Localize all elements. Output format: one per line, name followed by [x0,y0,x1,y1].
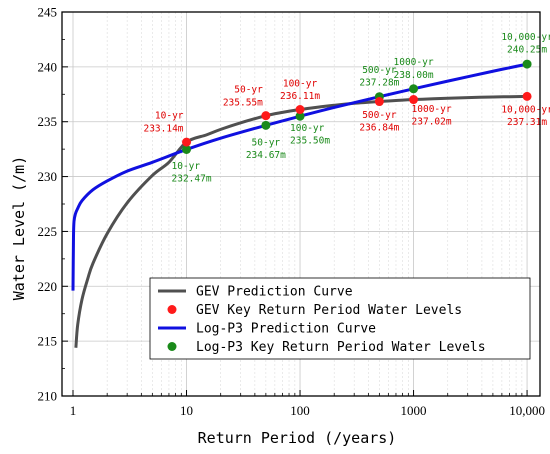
logp3-annotation-value: 235.50m [290,136,330,147]
gev-annotation-value: 235.55m [223,97,263,108]
point-annotations: 10-yr233.14m50-yr235.55m100-yr236.11m500… [143,32,550,185]
gev-annotation-value: 237.31m [507,117,547,128]
legend-swatch-logp3-points [167,342,177,351]
gev-point [182,137,192,147]
legend-label-gev-points: GEV Key Return Period Water Levels [196,303,462,318]
gev-point [374,97,384,107]
gev-annotation-period: 50-yr [234,85,263,96]
logp3-point [522,59,532,69]
key-return-points [182,59,532,154]
gev-annotation-period: 10-yr [155,110,184,121]
logp3-annotation-value: 232.47m [172,174,212,185]
legend: GEV Prediction Curve GEV Key Return Peri… [149,277,531,360]
gev-annotation-period: 100-yr [283,79,318,90]
logp3-annotation-period: 1000-yr [394,57,434,68]
legend-swatch-gev-points [167,305,177,314]
x-tick-label: 100 [290,403,310,418]
gev-point [295,105,305,115]
y-tick-label: 245 [38,5,58,20]
legend-label-gev-curve: GEV Prediction Curve [196,285,353,300]
y-tick-label: 240 [38,59,58,74]
plot-frame [61,11,541,397]
gev-annotation-period: 500-yr [362,110,397,121]
gev-annotation-value: 233.14m [143,124,183,135]
y-tick-label: 210 [38,389,58,404]
y-tick-label: 230 [38,169,58,184]
legend-box [149,277,531,360]
logp3-annotation-value: 237.28m [359,78,399,89]
gev-annotation-value: 236.84m [359,122,399,133]
x-tick-label: 10 [180,403,193,418]
x-tick-label: 1 [70,403,77,418]
x-axis-title: Return Period (/years) [198,429,397,447]
logp3-point [409,84,419,94]
logp3-annotation-period: 500-yr [362,65,397,76]
logp3-annotation-value: 240.25m [507,45,547,56]
y-tick-label: 215 [38,334,58,349]
logp3-point [295,111,305,121]
x-tick-label: 1000 [401,403,427,418]
x-tick-label: 10,000 [509,403,545,418]
x-tick-labels: 1 10 100 1000 10,000 [70,403,545,418]
y-tick-labels: 210 215 220 225 230 235 240 245 [38,5,58,404]
legend-label-logp3-points: Log-P3 Key Return Period Water Levels [196,340,486,355]
logp3-annotation-value: 234.67m [246,150,286,161]
logp3-annotation-period: 100-yr [290,123,325,134]
logp3-annotation-period: 50-yr [252,137,281,148]
gev-annotation-value: 236.11m [280,91,320,102]
y-tick-label: 235 [38,114,58,129]
gev-annotation-value: 237.02m [412,116,452,127]
y-tick-label: 225 [38,224,58,239]
gev-annotation-period: 1000-yr [412,104,452,115]
gev-point [409,95,419,105]
gev-annotation-period: 10,000-yr [501,104,550,115]
gev-point [522,91,532,101]
logp3-annotation-period: 10,000-yr [501,32,550,43]
gev-curve [74,94,528,348]
y-tick-label: 220 [38,279,58,294]
logp3-point [182,144,192,154]
y-axis-title: Water Level (/m) [10,156,28,301]
logp3-annotation-period: 10-yr [172,161,201,172]
legend-label-logp3-curve: Log-P3 Prediction Curve [196,322,376,337]
gev-point [261,111,271,121]
logp3-point [261,120,271,130]
logp3-annotation-value: 238.00m [394,70,434,81]
